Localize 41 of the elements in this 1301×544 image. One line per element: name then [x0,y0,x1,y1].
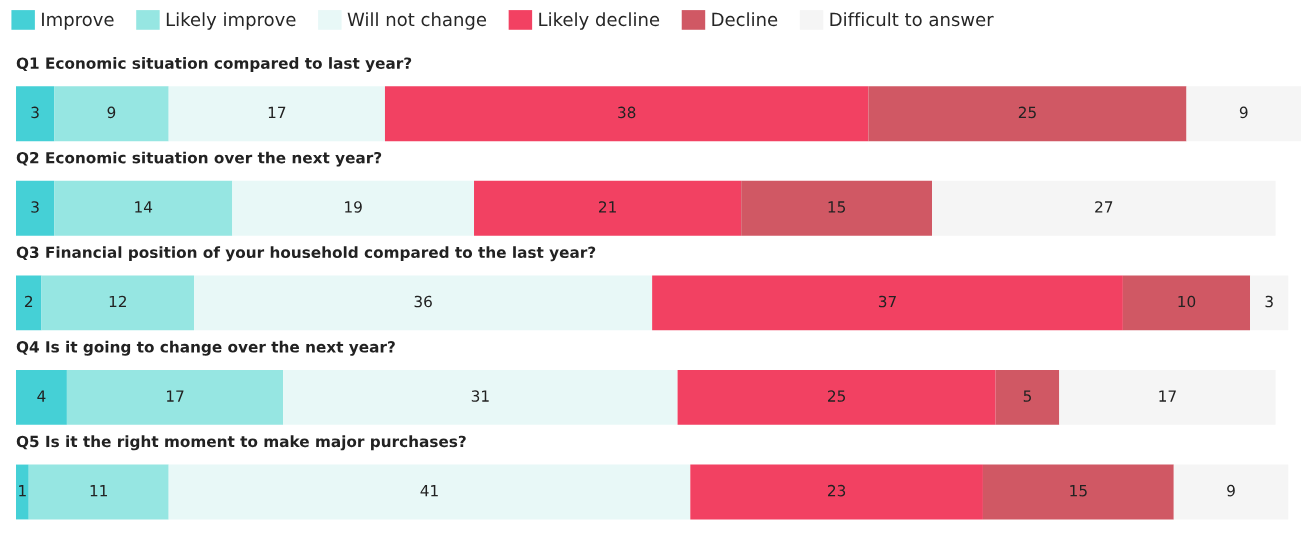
legend-label: Difficult to answer [830,12,994,27]
legend-label: Decline [712,12,778,27]
data-label: 21 [599,201,616,213]
data-label: 41 [420,485,438,497]
y-tick-label: Q4 Is it going to change over the next year? [16,340,395,356]
data-label: 9 [107,106,116,119]
data-label: 17 [268,106,286,118]
data-label: 9 [1239,106,1248,119]
data-label: 19 [345,201,362,213]
data-label: 17 [166,390,184,402]
data-label: 36 [414,295,432,308]
legend-label: Improve [42,12,114,30]
data-label: 5 [1023,390,1031,402]
data-label: 9 [1227,484,1235,497]
data-label: 17 [1159,390,1176,402]
legend-label: Likely decline [539,12,660,30]
data-label: 31 [471,390,489,402]
data-label: 10 [1178,295,1196,308]
data-label: 12 [109,295,126,308]
y-tick-label: Q3 Financial position of your household compared to the last year? [16,246,596,262]
data-label: 15 [828,201,845,213]
y-tick-label: Q2 Economic situation over the next year? [16,151,382,167]
data-label: 15 [1070,485,1087,497]
data-label: 37 [878,295,896,308]
legend-label: Likely improve [166,12,296,30]
data-label: 1 [19,485,26,497]
legend-label: Will not change [347,12,487,30]
data-label: 11 [90,485,108,497]
data-label: 2 [24,295,33,308]
data-label: 25 [828,390,845,402]
data-label: 38 [618,106,636,119]
data-label: 23 [828,484,846,497]
data-label: 3 [31,201,39,213]
y-tick-label: Q1 Economic situation compared to last year? [16,57,412,73]
y-tick-label: Q5 Is it the right moment to make major purchases? [16,435,466,451]
data-label: 27 [1095,201,1113,213]
data-label: 14 [135,201,153,213]
data-label: 4 [37,390,46,402]
data-label: 3 [31,106,39,119]
data-label: 3 [1265,295,1273,308]
data-label: 25 [1018,106,1036,119]
